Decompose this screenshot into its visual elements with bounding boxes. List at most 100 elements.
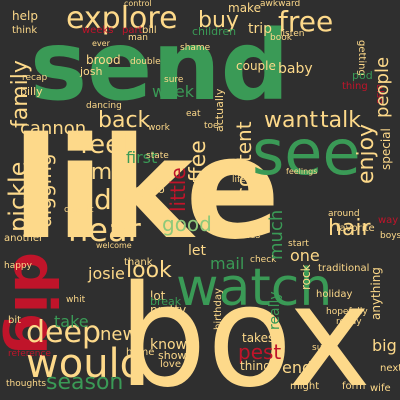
word-good: good bbox=[162, 212, 212, 236]
word-show: show bbox=[158, 349, 187, 362]
word-pest: pest bbox=[238, 340, 282, 364]
word-boys: boys bbox=[380, 231, 400, 241]
word-traditional: traditional bbox=[318, 263, 370, 274]
word-wife: wife bbox=[370, 383, 391, 394]
word-little: little bbox=[166, 167, 190, 212]
word-part: part bbox=[122, 25, 143, 36]
word-form: form bbox=[342, 381, 366, 392]
word-birthday: birthday bbox=[213, 288, 224, 330]
word-happy: happy bbox=[4, 261, 32, 271]
word-check: check bbox=[250, 255, 277, 265]
word-family: family bbox=[8, 60, 33, 128]
word-way: way bbox=[378, 215, 399, 226]
word-next: next bbox=[380, 363, 400, 374]
word-would: would bbox=[26, 341, 146, 387]
word-baby: baby bbox=[278, 61, 313, 77]
word-listen: listen bbox=[280, 29, 305, 39]
word-thoughts: thoughts bbox=[6, 379, 47, 389]
word-bingo: bingo bbox=[134, 183, 165, 196]
word-enjoy: enjoy bbox=[354, 123, 379, 184]
word-deep: deep bbox=[26, 315, 101, 350]
word-start: start bbox=[288, 239, 309, 249]
word-recap: recap bbox=[22, 73, 48, 83]
word-things: things bbox=[240, 359, 278, 373]
word-book: book bbox=[270, 33, 292, 43]
word-feelings: feelings bbox=[286, 167, 318, 176]
word-state: state bbox=[146, 151, 169, 161]
word-season: season bbox=[46, 370, 124, 395]
word-shame: shame bbox=[180, 43, 211, 53]
word-brood: brood bbox=[86, 53, 121, 67]
word-super: super bbox=[312, 343, 338, 353]
word-know: know bbox=[150, 337, 187, 353]
word-hear: hear bbox=[68, 211, 141, 249]
word-look: look bbox=[126, 258, 172, 283]
word-watch: watch bbox=[176, 258, 333, 318]
word-dancing: dancing bbox=[86, 101, 122, 111]
word-thank: thank bbox=[124, 257, 153, 268]
word-special: special bbox=[379, 128, 393, 170]
word-break: break bbox=[150, 295, 182, 308]
word-want: want bbox=[264, 108, 319, 133]
word-bill: bill bbox=[142, 25, 157, 36]
word-pod: pod bbox=[352, 69, 373, 82]
word-control: control bbox=[124, 0, 152, 8]
word-buy: buy bbox=[198, 8, 239, 33]
word-josh: josh bbox=[80, 65, 103, 78]
word-time: time bbox=[76, 160, 126, 185]
word-hair: hair bbox=[328, 216, 371, 241]
word-might: might bbox=[290, 381, 320, 392]
word-help: help bbox=[12, 9, 38, 23]
word-josie: josie bbox=[88, 264, 125, 283]
word-mail: mail bbox=[210, 254, 245, 273]
word-content: content bbox=[232, 121, 256, 198]
word-reference: reference bbox=[8, 349, 51, 359]
word-work: work bbox=[148, 123, 170, 133]
word-favorite: favorite bbox=[336, 223, 375, 234]
word-tell: tell bbox=[232, 165, 247, 175]
word-double: double bbox=[130, 57, 161, 67]
word-let: let bbox=[188, 243, 206, 259]
word-weeks: weeks bbox=[82, 25, 114, 36]
word-send: send bbox=[30, 10, 290, 122]
word-home: home bbox=[126, 347, 155, 358]
word-toe: toe bbox=[204, 121, 219, 131]
word-takes: takes bbox=[242, 331, 275, 345]
word-thing: thing bbox=[342, 81, 368, 92]
word-week: week bbox=[152, 82, 195, 101]
word-box: box bbox=[118, 256, 372, 400]
word-anything: anything bbox=[369, 267, 383, 320]
word-billy: billy bbox=[20, 85, 43, 98]
word-new: new bbox=[100, 324, 138, 345]
word-holiday: holiday bbox=[316, 289, 353, 300]
word-coffee: coffee bbox=[186, 140, 211, 208]
word-rules: rules bbox=[238, 231, 261, 241]
word-children: children bbox=[192, 25, 237, 38]
word-feel: feel bbox=[80, 130, 129, 160]
word-eat: eat bbox=[186, 109, 201, 119]
word-make: make bbox=[228, 1, 261, 15]
word-sure: sure bbox=[164, 75, 184, 85]
word-welcome: welcome bbox=[96, 241, 132, 250]
word-back: back bbox=[98, 108, 151, 133]
word-another: another bbox=[4, 233, 44, 244]
word-like: like bbox=[12, 108, 280, 271]
word-one: one bbox=[290, 246, 320, 265]
word-big: big bbox=[372, 336, 397, 355]
word-ever: ever bbox=[92, 39, 110, 48]
word-rock: rock bbox=[299, 264, 313, 290]
word-much: much bbox=[266, 209, 287, 260]
word-actually: actually bbox=[213, 88, 226, 132]
word-see: see bbox=[252, 116, 361, 189]
word-whit: whit bbox=[66, 295, 86, 305]
word-around: around bbox=[328, 209, 360, 219]
word-take: take bbox=[54, 312, 89, 331]
word-first: first bbox=[126, 148, 158, 167]
word-people: people bbox=[372, 56, 393, 118]
word-hopefully: hopefully bbox=[326, 307, 368, 317]
word-end: end bbox=[282, 358, 313, 377]
word-couple: couple bbox=[236, 59, 276, 73]
word-lot: lot bbox=[150, 289, 166, 303]
word-awkward: awkward bbox=[260, 0, 301, 9]
